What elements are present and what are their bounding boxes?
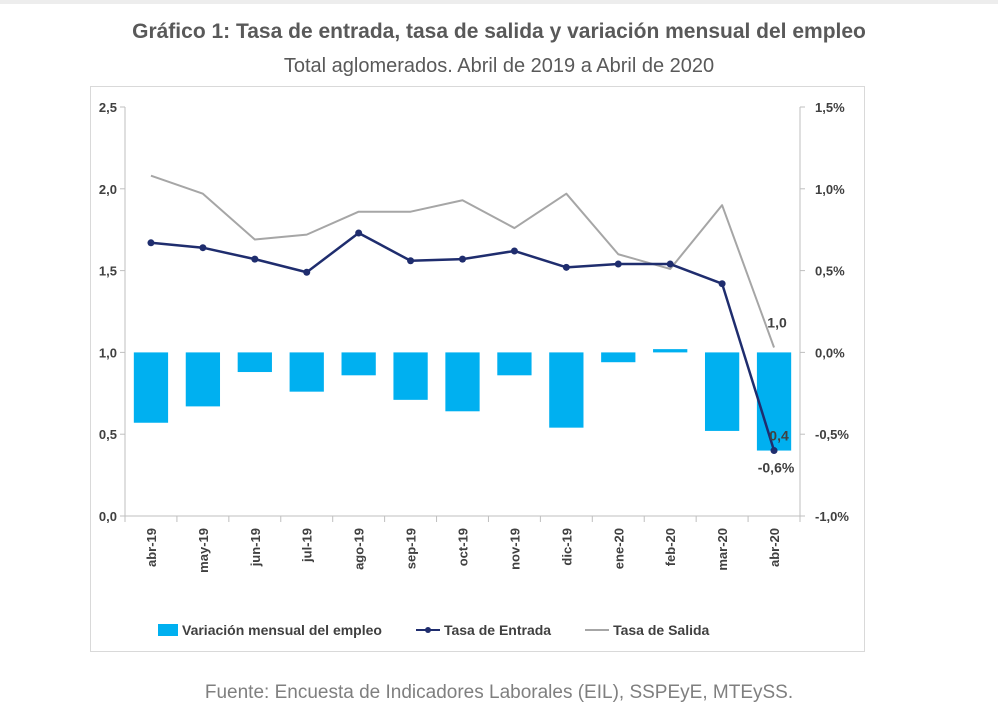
line-point xyxy=(718,280,726,288)
chart-frame xyxy=(90,86,865,652)
right-tick-label: 1,5% xyxy=(815,100,845,115)
left-tick-label: 0,0 xyxy=(99,509,117,524)
line-point xyxy=(459,255,466,263)
x-tick-label: feb-20 xyxy=(663,528,678,566)
chart-title: Gráfico 1: Tasa de entrada, tasa de sali… xyxy=(132,20,866,43)
bar xyxy=(756,352,792,451)
line-point xyxy=(770,447,778,455)
x-tick-label: abr-20 xyxy=(767,528,782,567)
legend-label-salida: Tasa de Salida xyxy=(613,622,710,638)
right-tick-label: 0,0% xyxy=(815,345,845,360)
bar xyxy=(133,352,169,423)
x-tick-label: ene-20 xyxy=(611,528,626,569)
right-tick-label: 0,5% xyxy=(815,264,845,279)
x-tick-label: jun-19 xyxy=(248,528,263,567)
line-point xyxy=(303,268,311,276)
line-point xyxy=(666,260,674,268)
bar xyxy=(289,352,324,392)
bar xyxy=(601,352,636,363)
left-tick-label: 0,5 xyxy=(99,427,117,442)
line-point xyxy=(407,257,415,265)
bar xyxy=(237,352,272,373)
legend-swatch-bar xyxy=(158,624,178,636)
line-series xyxy=(147,174,778,455)
chart-subtitle: Total aglomerados. Abril de 2019 a Abril… xyxy=(283,55,715,77)
bar xyxy=(445,352,480,412)
x-tick-label: ago-19 xyxy=(352,528,367,570)
axes: 0,0 0,5 1,0 1,5 2,0 2,5 -1,0% -0,5% 0,0% 0,5% 1,0%… xyxy=(99,100,849,573)
line-point xyxy=(614,260,622,268)
top-border xyxy=(0,0,998,4)
data-labels: 1,0 0,4 -0,6% xyxy=(758,314,795,475)
left-tick-label: 1,5 xyxy=(99,264,117,279)
data-label-salida: 1,0 xyxy=(767,314,787,330)
bar xyxy=(497,352,532,376)
right-tick-label: 1,0% xyxy=(815,182,845,197)
legend-item-entrada: Tasa de Entrada xyxy=(415,622,552,638)
line-point xyxy=(251,255,259,263)
series-line xyxy=(150,231,776,451)
right-tick-label: -1,0% xyxy=(815,509,849,524)
bar xyxy=(393,352,428,400)
legend-swatch-line-entrada xyxy=(415,627,440,633)
x-tick-label: sep-19 xyxy=(404,528,419,569)
x-tick-label: jul-19 xyxy=(300,528,315,563)
bar xyxy=(704,352,740,431)
line-point xyxy=(147,239,155,247)
series-line xyxy=(150,174,775,348)
bar xyxy=(185,352,221,407)
legend-label-entrada: Tasa de Entrada xyxy=(443,622,552,638)
x-tick-label: nov-19 xyxy=(507,528,522,570)
left-tick-label: 2,5 xyxy=(99,100,117,115)
legend-item-variacion: Variación mensual del empleo xyxy=(158,622,382,638)
bar xyxy=(549,352,584,428)
bar-series xyxy=(133,349,792,451)
legend-swatch-line-salida xyxy=(585,629,610,631)
legend-label-variacion: Variación mensual del empleo xyxy=(182,622,382,638)
line-point xyxy=(510,247,518,255)
x-tick-label: abr-19 xyxy=(144,528,159,567)
legend: Variación mensual del empleo Tasa de Ent… xyxy=(158,619,743,641)
bar xyxy=(341,352,376,376)
line-point xyxy=(199,244,207,252)
bar xyxy=(653,349,688,353)
x-tick-label: oct-19 xyxy=(456,528,471,566)
source-note: Fuente: Encuesta de Indicadores Laborale… xyxy=(204,682,794,703)
line-point xyxy=(562,263,570,271)
x-tick-label: dic-19 xyxy=(559,528,574,566)
left-tick-label: 1,0 xyxy=(99,345,117,360)
data-label-entrada: 0,4 xyxy=(769,428,789,444)
x-tick-label: mar-20 xyxy=(715,528,730,571)
right-tick-label: -0,5% xyxy=(815,427,849,442)
legend-item-salida: Tasa de Salida xyxy=(585,622,709,638)
data-label-variacion: -0,6% xyxy=(758,460,795,476)
line-point xyxy=(355,229,363,237)
legend-marker xyxy=(424,627,431,633)
x-tick-label: may-19 xyxy=(196,528,211,573)
left-tick-label: 2,0 xyxy=(99,182,117,197)
